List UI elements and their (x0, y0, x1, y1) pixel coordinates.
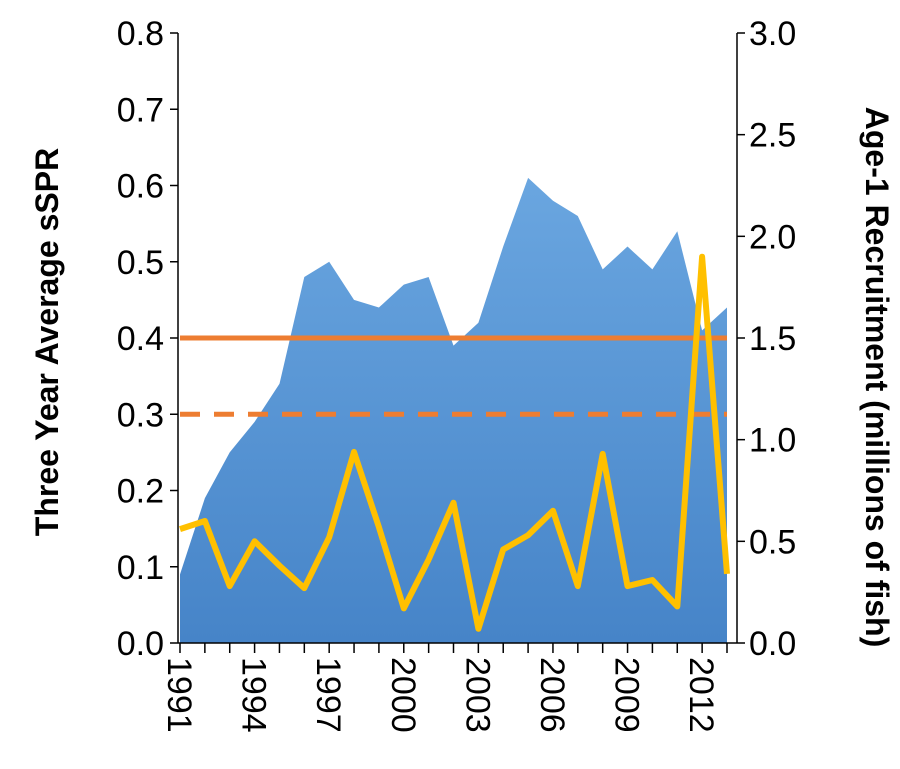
y-tick-label: 0.7 (117, 91, 164, 129)
axes (170, 32, 745, 653)
y-tick-label: 0.0 (117, 625, 164, 663)
area-series-sspr (180, 177, 727, 643)
y-tick-label: 0.8 (117, 15, 164, 53)
y-tick-label: 0.4 (117, 320, 164, 358)
x-tick-label: 2000 (384, 657, 422, 733)
y2-tick-label: 2.0 (749, 218, 796, 256)
y2-tick-label: 3.0 (749, 15, 796, 53)
y-tick-label: 0.5 (117, 244, 164, 282)
y2-tick-label: 1.5 (749, 320, 796, 358)
x-tick-label: 2003 (458, 657, 496, 733)
y-tick-label: 0.2 (117, 473, 164, 511)
y-axis-title: Three Year Average sSPR (29, 148, 65, 536)
y2-tick-label: 0.0 (749, 625, 796, 663)
x-tick-label: 2006 (533, 657, 571, 733)
y-tick-label: 0.3 (117, 396, 164, 434)
tick-labels: 0.0 0.1 0.2 0.3 0.4 0.5 0.6 0.7 0.8 0.0 0.5 1.0 1.5 2… (117, 15, 797, 733)
x-tick-label: 1994 (235, 657, 273, 733)
y2-tick-label: 0.5 (749, 523, 796, 561)
y-tick-label: 0.6 (117, 168, 164, 206)
y2-tick-label: 1.0 (749, 422, 796, 460)
x-tick-label: 1991 (160, 657, 198, 733)
line-series-recruitment (179, 253, 730, 632)
x-tick-label: 2009 (608, 657, 646, 733)
y2-axis-title: Age-1 Recruitment (millions of fish) (859, 107, 895, 647)
x-tick-label: 1997 (309, 657, 347, 733)
y-tick-label: 0.1 (117, 549, 164, 587)
plot-area (179, 177, 730, 643)
x-tick-label: 2012 (682, 657, 720, 733)
y2-tick-label: 2.5 (749, 117, 796, 155)
